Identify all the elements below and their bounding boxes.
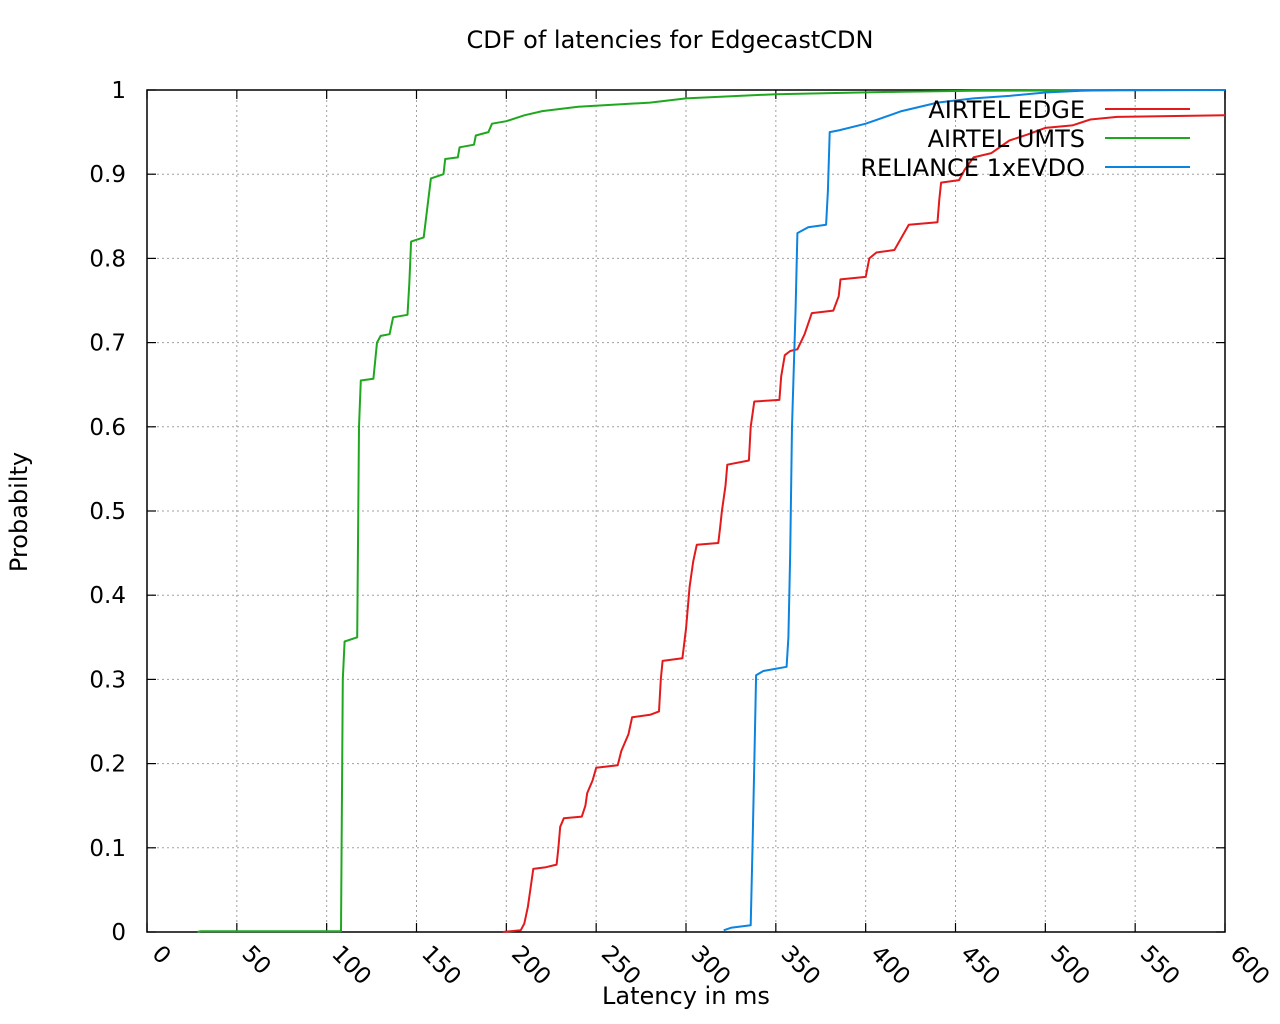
x-tick-labels: 0 50 100 150 200 250 300 350 400 450 500 550 600 xyxy=(147,941,1274,990)
x-tick-label: 150 xyxy=(416,941,465,990)
grid xyxy=(147,90,1225,932)
x-tick-label: 0 xyxy=(147,941,176,970)
y-tick-label: 0.9 xyxy=(89,162,126,188)
y-tick-labels: 0 0.1 0.2 0.3 0.4 0.5 0.6 0.7 0.8 0.9 1 xyxy=(89,78,126,946)
y-tick-label: 0.1 xyxy=(89,836,126,862)
x-tick-label: 100 xyxy=(326,941,375,990)
y-tick-label: 0.7 xyxy=(89,331,126,357)
y-tick-label: 0.3 xyxy=(89,667,126,693)
tick-marks xyxy=(146,89,1226,933)
y-tick-label: 0.8 xyxy=(89,246,126,272)
y-tick-label: 0 xyxy=(111,920,126,946)
legend-label: AIRTEL UMTS xyxy=(928,125,1085,153)
y-tick-label: 0.4 xyxy=(89,583,126,609)
y-tick-label: 0.5 xyxy=(89,499,126,525)
chart-title: CDF of latencies for EdgecastCDN xyxy=(467,26,874,54)
legend-label: RELIANCE 1xEVDO xyxy=(860,154,1085,182)
y-tick-label: 0.6 xyxy=(89,415,126,441)
x-tick-label: 350 xyxy=(776,941,825,990)
y-axis-label: Probabilty xyxy=(5,452,33,572)
series-line xyxy=(197,89,1226,933)
x-tick-label: 600 xyxy=(1225,941,1274,990)
series-line xyxy=(502,114,1226,933)
x-tick-label: 400 xyxy=(865,941,914,990)
x-tick-label: 200 xyxy=(506,941,555,990)
legend-label: AIRTEL EDGE xyxy=(928,96,1085,124)
x-tick-label: 450 xyxy=(955,941,1004,990)
x-axis-label: Latency in ms xyxy=(602,982,770,1010)
y-tick-label: 0.2 xyxy=(89,752,126,778)
series-line xyxy=(723,89,1225,932)
series-lines xyxy=(197,89,1226,933)
x-tick-label: 550 xyxy=(1135,941,1184,990)
x-tick-label: 500 xyxy=(1045,941,1094,990)
y-tick-label: 1 xyxy=(111,78,126,104)
x-tick-label: 50 xyxy=(237,941,276,980)
